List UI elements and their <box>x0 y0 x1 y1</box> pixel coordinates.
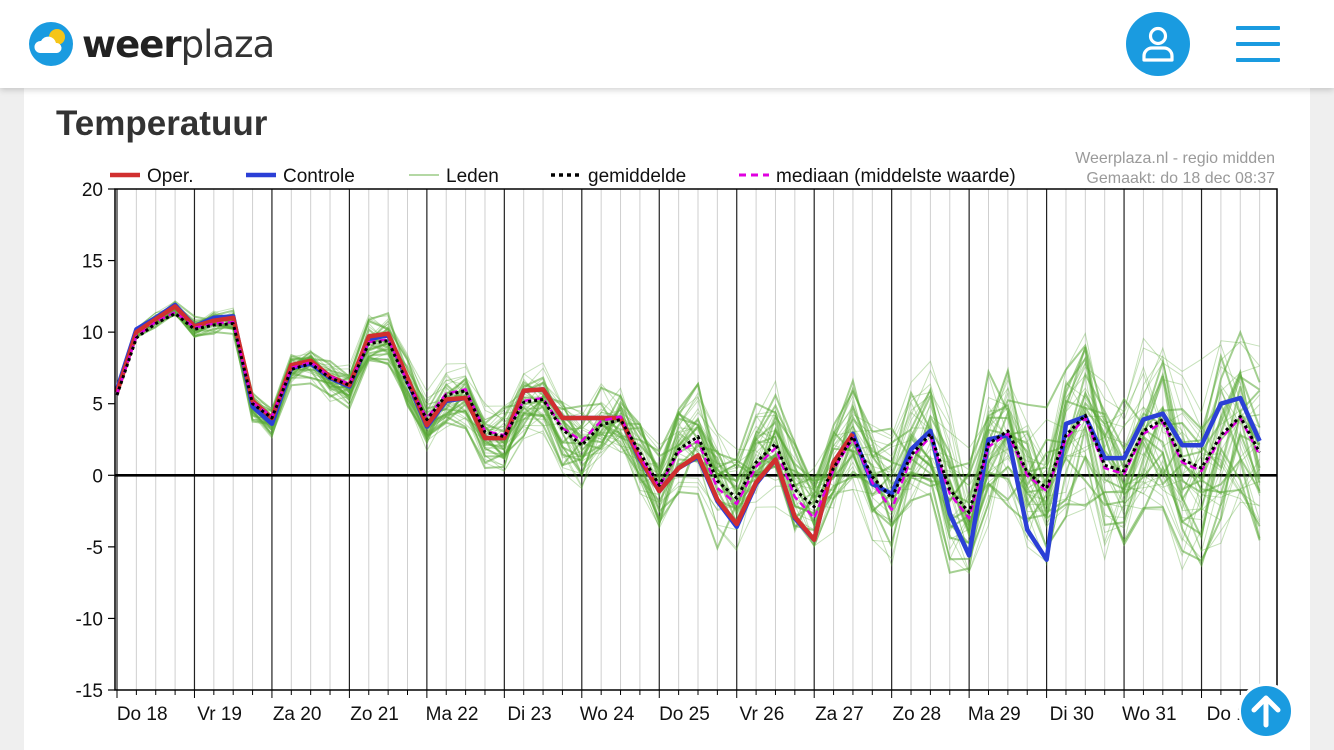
weather-cloud-sun-icon <box>29 22 73 66</box>
y-tick-label: -10 <box>76 609 103 630</box>
x-day-label: Ma 29 <box>968 704 1021 725</box>
legend-label: Oper. <box>147 166 193 187</box>
x-day-label: Di 30 <box>1050 704 1094 725</box>
hamburger-menu-button[interactable] <box>1236 26 1280 62</box>
source-note: Weerplaza.nl - regio midden <box>1075 150 1275 167</box>
plot-frame <box>114 188 1278 691</box>
x-day-label: Za 27 <box>815 704 864 725</box>
member-line <box>116 312 1261 561</box>
x-day-label: Wo 31 <box>1122 704 1177 725</box>
logo-text: weerplaza <box>82 22 275 66</box>
y-tick-label: 0 <box>92 466 103 487</box>
x-day-label: Wo 24 <box>580 704 635 725</box>
member-line <box>116 303 1261 574</box>
legend-label: Controle <box>283 166 355 187</box>
x-day-label: Vr 19 <box>197 704 242 725</box>
user-icon <box>1142 26 1174 62</box>
series-line-mediaan <box>115 310 1261 520</box>
x-day-label: Ma 22 <box>426 704 479 725</box>
y-tick-label: -15 <box>76 681 103 702</box>
created-note: Gemaakt: do 18 dec 08:37 <box>1086 170 1275 187</box>
y-tick-label: -5 <box>86 538 103 559</box>
member-line <box>116 311 1261 574</box>
member-line <box>116 309 1260 553</box>
member-line <box>116 309 1261 505</box>
y-tick-label: 10 <box>82 323 103 344</box>
member-line <box>116 311 1261 541</box>
legend-label: mediaan (middelste waarde) <box>776 166 1016 187</box>
top-header: weerplaza <box>0 0 1334 88</box>
series-line-gemiddelde <box>115 312 1261 514</box>
x-day-label: Zo 21 <box>350 704 399 725</box>
member-line <box>116 313 1260 548</box>
member-line <box>116 304 1260 534</box>
x-day-label: Za 20 <box>273 704 322 725</box>
x-day-label: Di 23 <box>507 704 551 725</box>
y-tick-label: 15 <box>82 252 103 273</box>
y-tick-label: 5 <box>92 395 103 416</box>
x-day-label: Vr 26 <box>740 704 785 725</box>
y-tick-label: 20 <box>82 180 103 201</box>
weerplaza-logo[interactable]: weerplaza <box>28 20 275 68</box>
legend-label: Leden <box>446 166 499 187</box>
arrow-up-icon <box>1251 695 1281 728</box>
x-day-label: Do 18 <box>117 704 168 725</box>
temperature-chart: 20 15 10 5 0 -5 -10 -15 Do 18 Vr 19 Za 20 Zo 21 Ma 2… <box>76 150 1278 725</box>
x-day-label: Zo 28 <box>893 704 942 725</box>
x-day-label: Do 25 <box>659 704 710 725</box>
scroll-to-top-button[interactable] <box>1238 683 1294 739</box>
x-day-label: Do 1 <box>1207 704 1247 725</box>
legend-label: gemiddelde <box>588 166 686 187</box>
member-line <box>116 307 1261 567</box>
card-title: Temperatuur <box>56 104 268 143</box>
hamburger-menu-icon <box>1236 26 1280 30</box>
user-account-button[interactable] <box>1126 12 1190 76</box>
member-line <box>116 313 1261 529</box>
